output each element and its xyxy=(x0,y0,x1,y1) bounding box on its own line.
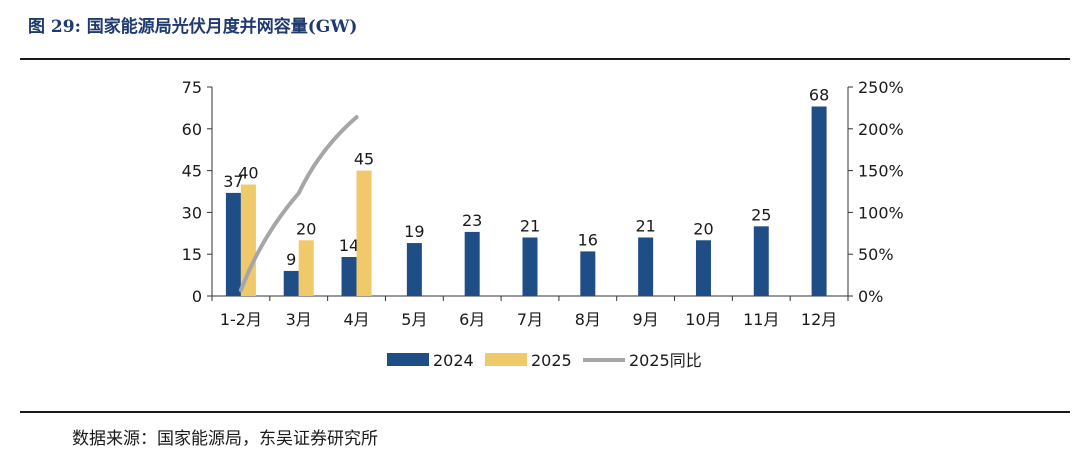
x-tick-label: 5月 xyxy=(401,310,427,329)
y-left-tick-label: 30 xyxy=(182,203,202,222)
data-label-2024: 16 xyxy=(578,230,598,249)
data-label-2024: 9 xyxy=(286,250,296,269)
bar-2025-3月 xyxy=(298,240,314,296)
bottom-rule xyxy=(20,411,1070,413)
legend-swatch-2025 xyxy=(485,353,527,366)
x-tick-label: 12月 xyxy=(801,310,837,329)
x-tick-label: 10月 xyxy=(685,310,721,329)
y-left-tick-label: 45 xyxy=(182,162,202,181)
data-label-2025: 45 xyxy=(354,150,374,169)
y-left-tick-label: 15 xyxy=(182,245,202,264)
bar-2024-1-2月 xyxy=(225,192,241,296)
bar-2024-9月 xyxy=(638,237,654,296)
figure-title: 图 29: 国家能源局光伏月度并网容量(GW) xyxy=(28,17,358,37)
bar-2024-7月 xyxy=(522,237,538,296)
bar-2024-10月 xyxy=(695,240,711,296)
data-label-2024: 20 xyxy=(693,219,713,238)
y-left-tick-label: 0 xyxy=(192,287,202,306)
y-right-tick-label: 250% xyxy=(858,78,904,97)
y-left-tick-label: 75 xyxy=(182,78,202,97)
y-left-tick-label: 60 xyxy=(182,120,202,139)
x-tick-label: 4月 xyxy=(343,310,369,329)
y-right-tick-label: 150% xyxy=(858,162,904,181)
y-right-tick-label: 100% xyxy=(858,203,904,222)
data-label-2024: 37 xyxy=(223,172,243,191)
y-right-tick-label: 50% xyxy=(858,245,894,264)
bar-2024-5月 xyxy=(406,243,422,296)
data-label-2024: 21 xyxy=(635,216,655,235)
data-label-2024: 23 xyxy=(462,211,482,230)
data-label-2024: 21 xyxy=(520,216,540,235)
bar-2024-4月 xyxy=(341,256,357,296)
y-right-tick-label: 0% xyxy=(858,287,883,306)
x-tick-label: 1-2月 xyxy=(220,310,262,329)
bar-2024-8月 xyxy=(580,251,596,296)
bar-2024-6月 xyxy=(464,231,480,296)
data-label-2024: 19 xyxy=(404,222,424,241)
bar-2025-4月 xyxy=(356,170,372,296)
bar-2024-3月 xyxy=(283,270,299,296)
x-tick-label: 9月 xyxy=(633,310,659,329)
legend-label-2025: 2025 xyxy=(531,351,572,370)
data-label-2024: 25 xyxy=(751,205,771,224)
data-label-2024: 68 xyxy=(809,86,829,105)
x-tick-label: 3月 xyxy=(286,310,312,329)
bar-2024-11月 xyxy=(753,226,769,296)
x-tick-label: 11月 xyxy=(743,310,779,329)
line-2025同比 xyxy=(238,115,359,293)
data-label-2025: 40 xyxy=(238,164,258,183)
x-tick-label: 8月 xyxy=(575,310,601,329)
bar-2024-12月 xyxy=(811,106,827,296)
data-label-2025: 20 xyxy=(296,219,316,238)
x-tick-label: 7月 xyxy=(517,310,543,329)
legend-swatch-2024 xyxy=(387,353,429,366)
source-note: 数据来源：国家能源局，东吴证券研究所 xyxy=(72,429,378,449)
y-right-tick-label: 200% xyxy=(858,120,904,139)
legend-label-2025同比: 2025同比 xyxy=(629,351,702,370)
legend-label-2024: 2024 xyxy=(433,351,474,370)
data-label-2024: 14 xyxy=(339,236,359,255)
top-rule xyxy=(20,58,1070,60)
x-tick-label: 6月 xyxy=(459,310,485,329)
